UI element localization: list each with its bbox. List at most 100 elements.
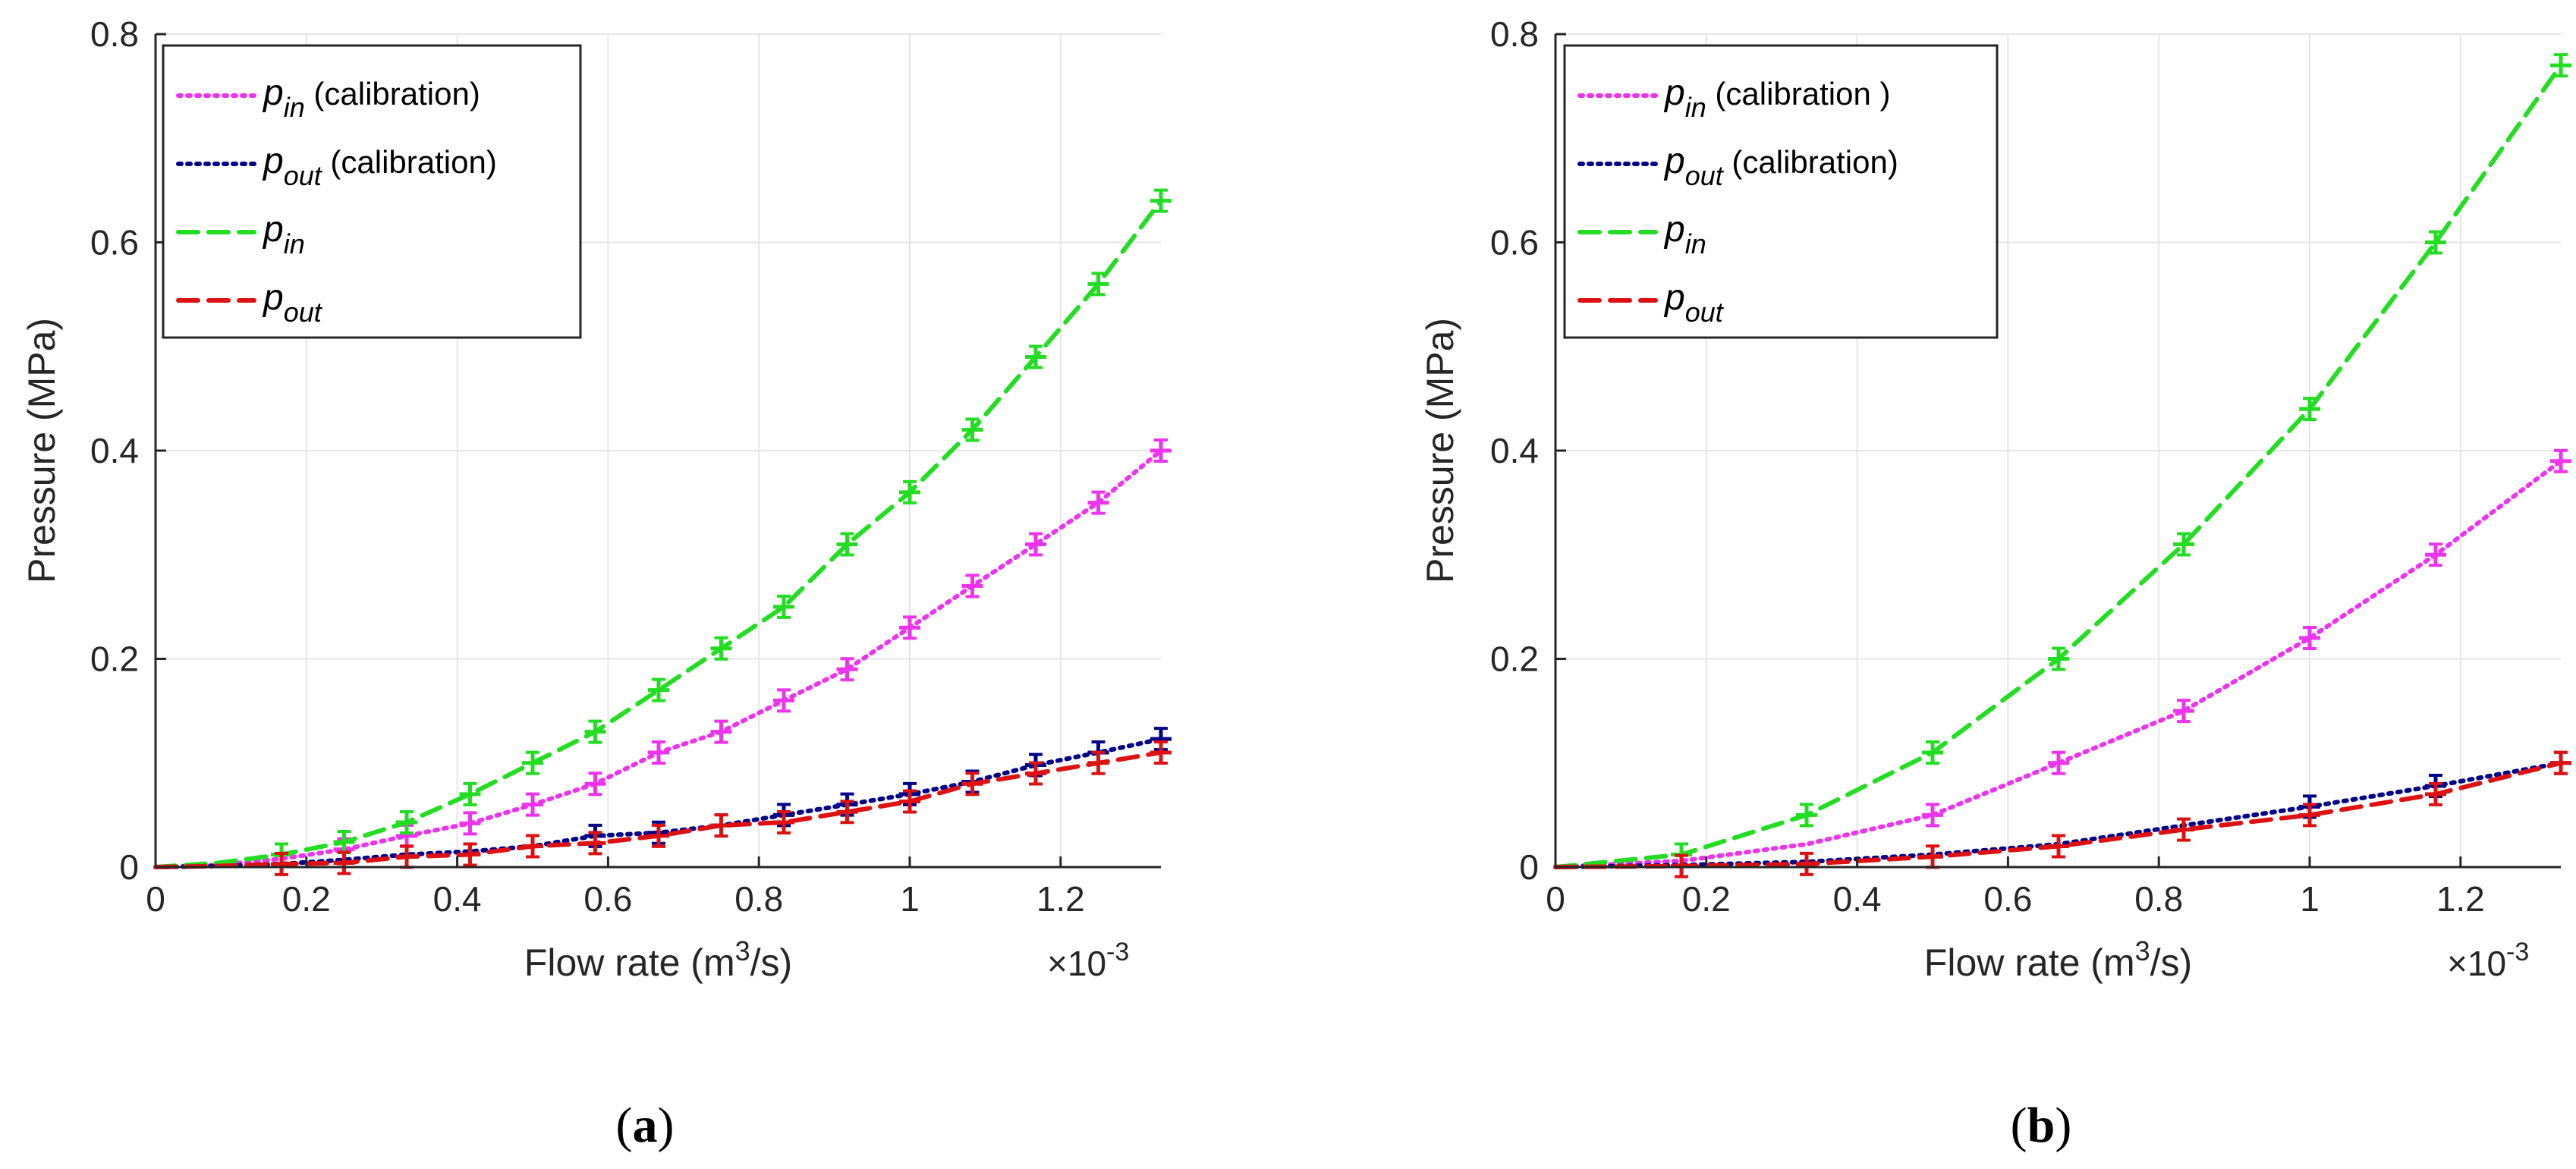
chart1-x-tick-label-5: 1: [900, 879, 920, 919]
chart1-data-point-pin-11: [836, 532, 858, 557]
chart2-x-tick-label-3: 0.6: [1983, 879, 2032, 919]
chart1-data-point-pin_calibration-11: [836, 657, 858, 682]
chart2-legend-entry-1: pout (calibration): [1663, 141, 1898, 191]
chart2-legend-sub: in: [1685, 92, 1706, 123]
chart1-data-point-pin_calibration-9: [710, 719, 732, 744]
chart1-legend-sym: p: [262, 278, 284, 318]
chart1-data-point-pin_calibration-6: [521, 792, 543, 817]
chart2-legend-sym: p: [1663, 209, 1685, 250]
chart1-data-point-pout-12: [898, 789, 920, 814]
chart2-legend-suffix: (calibration): [1723, 144, 1898, 180]
chart2-y-axis-label: Pressure (MPa): [1419, 318, 1461, 583]
chart1-data-point-pin_calibration-13: [961, 574, 983, 599]
chart1-legend-entry-1: pout (calibration): [262, 141, 497, 191]
chart1-data-point-pin_calibration-15: [1087, 490, 1109, 515]
chart1-data-point-pin-13: [961, 417, 983, 442]
chart2-panel-paren-close: ): [2055, 1098, 2071, 1153]
chart1-x-axis-label: Flow rate (m3/s): [524, 935, 792, 984]
chart1-legend-sub: out: [284, 160, 323, 191]
chart2-data-point-pin-3: [1921, 740, 1943, 765]
chart1-data-point-pout-8: [647, 823, 669, 848]
chart1-data-point-pin_calibration-7: [584, 771, 606, 797]
chart2-y-tick-label-4: 0.8: [1490, 14, 1539, 54]
chart2-y-tick-label-0: 0: [1519, 847, 1539, 887]
chart1-legend-sym: p: [262, 209, 284, 250]
chart1-data-point-pin_calibration-5: [459, 811, 481, 836]
chart2-plot: 0 0.2 0.4 0.6 0.8 1 1.2 0 0.2 0.4 0.6 0.8 ×10-3 Flow …: [1419, 14, 2571, 1153]
chart1-xlabel-prefix: Flow rate (m: [524, 941, 735, 984]
chart2-data-point-pout-2: [1796, 851, 1818, 876]
chart1-data-point-pout-9: [710, 813, 732, 838]
chart2-x-tick-label-6: 1.2: [2436, 879, 2485, 919]
chart1-data-point-pin-8: [647, 677, 669, 702]
chart1-legend-box: [162, 44, 582, 339]
chart2-legend-sub: out: [1685, 160, 1725, 191]
chart1-data-point-pin-16: [1150, 188, 1172, 213]
chart2-y-tick-label-1: 0.2: [1490, 639, 1539, 679]
chart2-data-point-pin_calibration-3: [1921, 803, 1943, 828]
chart1-panel-label: (a): [616, 1098, 675, 1153]
chart1-plot: 0 0.2 0.4 0.6 0.8 1 1.2 0 0.2 0.4 0.6 0.8 ×10-3 Flow …: [20, 14, 1172, 1153]
chart1-y-axis-label: Pressure (MPa): [20, 318, 63, 583]
chart1-data-point-pin_calibration-14: [1024, 532, 1046, 557]
chart2-multiplier-exp: -3: [2506, 938, 2529, 966]
chart2-xlabel-prefix: Flow rate (m: [1924, 941, 2135, 984]
chart1-legend-suffix: (calibration): [322, 144, 497, 180]
chart1-legend-sub: in: [284, 92, 305, 123]
chart1-x-multiplier: ×10-3: [1047, 938, 1129, 983]
chart1-data-point-pout-10: [773, 809, 795, 834]
chart1-series-line-pin: [153, 198, 1163, 869]
chart1-legend: pin (calibration)pout (calibration)pinpo…: [162, 44, 582, 339]
chart1-data-point-pout-14: [1024, 761, 1046, 786]
chart1-data-point-pin_calibration-8: [647, 740, 669, 765]
chart2-x-tick-label-2: 0.4: [1833, 879, 1882, 919]
chart2-legend-entry-3: pout: [1663, 278, 1725, 328]
chart1-x-tick-label-4: 0.8: [734, 879, 783, 919]
chart2-x-axis-label: Flow rate (m3/s): [1924, 935, 2192, 984]
chart2-data-point-pin_calibration-4: [2047, 750, 2069, 775]
chart2-data-point-pin-4: [2047, 646, 2069, 671]
chart2-legend: pin (calibration ) pout (calibration) p in p…: [1563, 44, 1999, 339]
chart1-data-point-pin-9: [710, 636, 732, 661]
chart2-data-point-pout-6: [2298, 803, 2320, 828]
chart2-data-point-pout-7: [2424, 781, 2446, 806]
chart1-panel-letter: a: [633, 1098, 658, 1153]
chart1-xlabel-exp: 3: [735, 935, 750, 966]
chart2-data-point-pin-8: [2550, 53, 2571, 78]
chart1-x-tick-label-2: 0.4: [433, 879, 482, 919]
chart1-data-point-pout-6: [521, 834, 543, 859]
chart1-multiplier-base: ×10: [1047, 944, 1106, 983]
chart2-data-point-pin_calibration-5: [2173, 699, 2195, 724]
chart1-data-point-pin-4: [396, 809, 418, 834]
chart2-data-point-pin_calibration-6: [2298, 626, 2320, 651]
chart2-data-point-pin_calibration-8: [2550, 448, 2571, 473]
chart1-data-point-pin-5: [459, 781, 481, 806]
chart2-data-point-pout-8: [2550, 750, 2571, 775]
chart2-data-point-pout-4: [2047, 834, 2069, 859]
chart1-y-tick-label-3: 0.6: [90, 223, 139, 262]
chart1-legend-entry-0: pin (calibration): [262, 73, 480, 123]
chart1-x-tick-label-6: 1.2: [1036, 879, 1085, 919]
chart2-y-tick-label-2: 0.4: [1490, 431, 1539, 470]
chart1-data-point-pout-3: [333, 850, 355, 875]
chart2-x-multiplier: ×10-3: [2447, 938, 2529, 983]
chart2-data-point-pin-2: [1796, 803, 1818, 828]
chart1-multiplier-exp: -3: [1106, 938, 1129, 966]
chart1-legend-sub: out: [284, 297, 323, 328]
chart2-legend-entry-0: pin (calibration ): [1663, 73, 1891, 123]
chart2-x-tick-label-4: 0.8: [2134, 879, 2183, 919]
chart1-y-tick-label-1: 0.2: [90, 639, 139, 679]
chart1-data-point-pin-7: [584, 719, 606, 744]
chart1-data-point-pin-14: [1024, 344, 1046, 369]
chart2-multiplier-base: ×10: [2447, 944, 2506, 983]
chart1-data-point-pin-10: [773, 594, 795, 619]
chart1-data-point-pin_calibration-12: [898, 615, 920, 640]
chart2-panel-label: (b): [2011, 1098, 2072, 1153]
chart1-legend-sub: in: [284, 228, 305, 259]
chart1-panel-paren-close: ): [658, 1098, 675, 1153]
chart1-data-point-pout-7: [584, 831, 606, 856]
chart1-x-tick-label-0: 0: [146, 879, 165, 919]
chart1-data-point-pout-13: [961, 771, 983, 797]
chart1-data-point-pin-15: [1087, 272, 1109, 297]
chart1-data-point-pout-16: [1150, 740, 1172, 765]
